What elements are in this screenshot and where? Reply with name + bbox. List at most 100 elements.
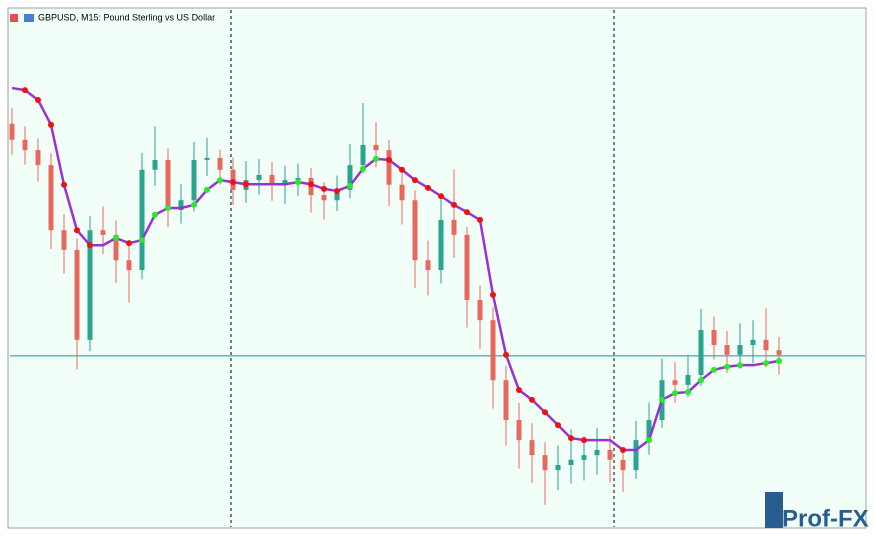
candle-body <box>451 219 457 235</box>
indicator-dot <box>113 234 119 241</box>
logo-mark <box>765 492 783 528</box>
icon <box>24 14 34 22</box>
candle-body <box>737 345 743 355</box>
indicator-dot <box>321 185 327 192</box>
indicator-dot <box>555 422 561 429</box>
candle-body <box>48 165 54 231</box>
indicator-dot <box>334 187 340 194</box>
candle-body <box>724 345 730 355</box>
indicator-dot <box>438 193 444 200</box>
candle-body <box>113 234 119 261</box>
indicator-dot <box>373 155 379 162</box>
candle-body <box>61 230 67 250</box>
indicator-dot <box>399 166 405 173</box>
indicator-dot <box>152 211 158 218</box>
indicator-dot <box>490 291 496 298</box>
indicator-dot <box>646 437 652 444</box>
indicator-dot <box>217 177 223 184</box>
candle-body <box>581 455 587 460</box>
candle-body <box>74 249 80 340</box>
candle-body <box>568 459 574 465</box>
indicator-dot <box>243 181 249 188</box>
candle-body <box>282 180 288 185</box>
indicator-dot <box>360 165 366 172</box>
candle-body <box>477 300 483 321</box>
candle-body <box>347 165 353 190</box>
candle-body <box>711 330 717 346</box>
indicator-dot <box>737 362 743 369</box>
indicator-dot <box>204 186 210 193</box>
indicator-dot <box>126 240 132 247</box>
indicator-dot <box>165 205 171 212</box>
candle-body <box>178 200 184 211</box>
indicator-dot <box>308 181 314 188</box>
indicator-dot <box>620 446 626 453</box>
indicator-dot <box>22 87 28 94</box>
candle-body <box>22 139 28 151</box>
indicator-dot <box>230 179 236 186</box>
indicator-dot <box>35 96 41 103</box>
marks <box>9 86 865 505</box>
indicator-dot <box>386 156 392 163</box>
indicator-dot <box>139 237 145 244</box>
candle-body <box>295 178 301 181</box>
indicator-dot <box>87 242 93 249</box>
chart-title: GBPUSD, M15: Pound Sterling vs US Dollar <box>38 12 215 22</box>
candle-body <box>594 449 600 456</box>
candle-body <box>360 144 366 166</box>
indicator-dot <box>503 351 509 358</box>
candle-body <box>191 159 197 201</box>
candle-body <box>438 219 444 271</box>
indicator-dot <box>295 179 301 186</box>
indicator-dot <box>74 227 80 234</box>
indicator-dot <box>659 396 665 403</box>
candle-body <box>763 339 769 351</box>
candle-body <box>269 174 275 185</box>
candle-body <box>204 157 210 160</box>
candle-body <box>386 150 392 185</box>
indicator-dot <box>685 389 691 396</box>
candle-body <box>9 123 15 140</box>
candle-body <box>152 159 158 170</box>
candle-body <box>126 260 132 271</box>
indicator-dot <box>711 366 717 373</box>
candle-body <box>776 350 782 355</box>
indicator-dot <box>581 437 587 444</box>
candle-body <box>516 419 522 441</box>
candle-body <box>542 455 548 471</box>
candle-body <box>503 380 509 420</box>
indicator-dot <box>529 396 535 403</box>
indicator-dot <box>48 121 54 128</box>
candle-body <box>425 260 431 271</box>
candle-body <box>165 159 171 211</box>
candle-body <box>139 169 145 271</box>
candle-body <box>620 459 626 471</box>
candle-body <box>256 174 262 181</box>
candle-body <box>490 320 496 381</box>
indicator-dot <box>451 201 457 208</box>
candle-body <box>334 189 340 201</box>
indicator-dot <box>347 182 353 189</box>
candle-body <box>672 380 678 385</box>
candle-body <box>555 464 561 471</box>
candle-body <box>750 339 756 346</box>
candle-body <box>464 234 470 301</box>
candle-body <box>633 440 639 471</box>
icon <box>10 14 18 22</box>
indicator-dot <box>191 201 197 208</box>
indicator-dot <box>542 409 548 416</box>
candle-body <box>321 195 327 201</box>
indicator-dot <box>516 386 522 393</box>
candle-body <box>217 157 223 170</box>
indicator-dot <box>61 181 67 188</box>
indicator-dot <box>724 363 730 370</box>
candle-body <box>100 230 106 235</box>
indicator-dot <box>464 209 470 216</box>
candle-body <box>607 449 613 460</box>
indicator-dot <box>698 377 704 384</box>
candle-body <box>399 184 405 201</box>
candle-body <box>35 150 41 166</box>
indicator-dot <box>568 435 574 442</box>
